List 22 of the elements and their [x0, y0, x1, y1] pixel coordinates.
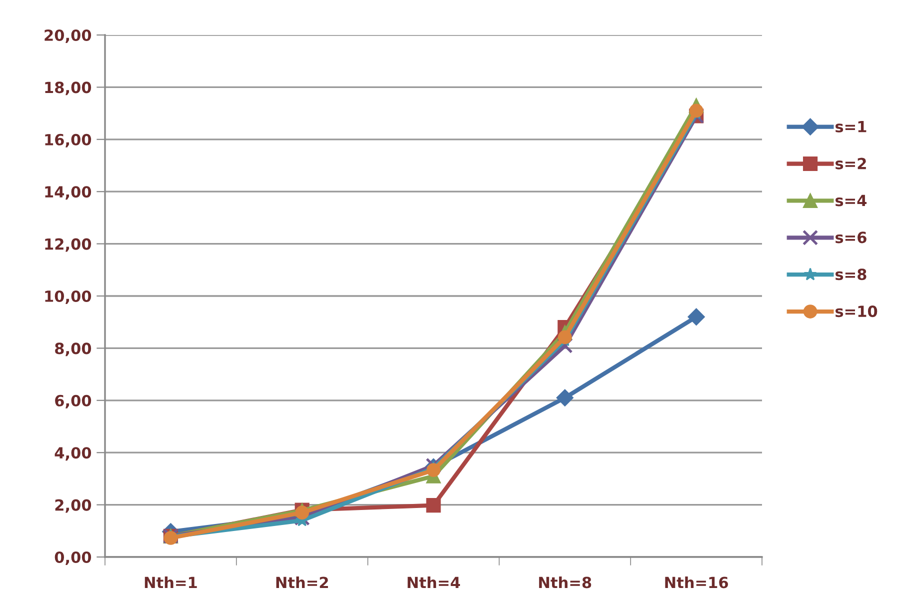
y-tick-label: 18,00 [45, 82, 92, 96]
x-tick-label: Nth=2 [276, 576, 328, 588]
y-tick-label: 4,00 [54, 447, 92, 461]
x-tick-label: Nth=16 [665, 576, 728, 588]
y-tick-label: 14,00 [45, 186, 92, 200]
y-tick-label: 0,00 [54, 551, 92, 565]
x-tick-label: Nth=8 [539, 576, 592, 588]
y-tick-label: 2,00 [55, 499, 92, 513]
x-tick-label: Nth=1 [144, 576, 197, 588]
legend-label: s=10 [836, 306, 878, 318]
y-tick-label: 20,00 [44, 29, 92, 43]
x-tick-label: Nth=4 [408, 576, 460, 588]
y-tick-label: 12,00 [45, 238, 92, 252]
legend-label: s=4 [836, 194, 867, 206]
y-tick-label: 8,00 [55, 342, 92, 356]
y-tick-label: 16,00 [45, 134, 92, 148]
y-tick-label: 10,00 [45, 290, 92, 304]
legend-label: s=2 [836, 158, 866, 170]
legend-label: s=1 [836, 121, 866, 132]
legend-label: s=6 [836, 232, 866, 244]
legend-label: s=8 [836, 268, 866, 280]
y-tick-label: 6,00 [55, 394, 92, 408]
